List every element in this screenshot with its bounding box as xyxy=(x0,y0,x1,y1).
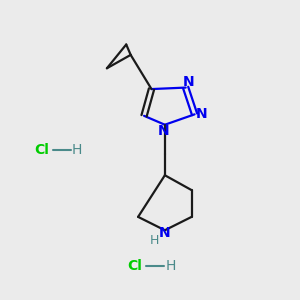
Text: Cl: Cl xyxy=(128,259,142,273)
Text: N: N xyxy=(159,226,171,240)
Text: Cl: Cl xyxy=(34,143,49,157)
Text: H: H xyxy=(72,143,83,157)
Text: H: H xyxy=(166,259,176,273)
Text: N: N xyxy=(183,75,194,88)
Text: N: N xyxy=(195,107,207,121)
Text: H: H xyxy=(150,234,159,247)
Text: N: N xyxy=(158,124,169,138)
